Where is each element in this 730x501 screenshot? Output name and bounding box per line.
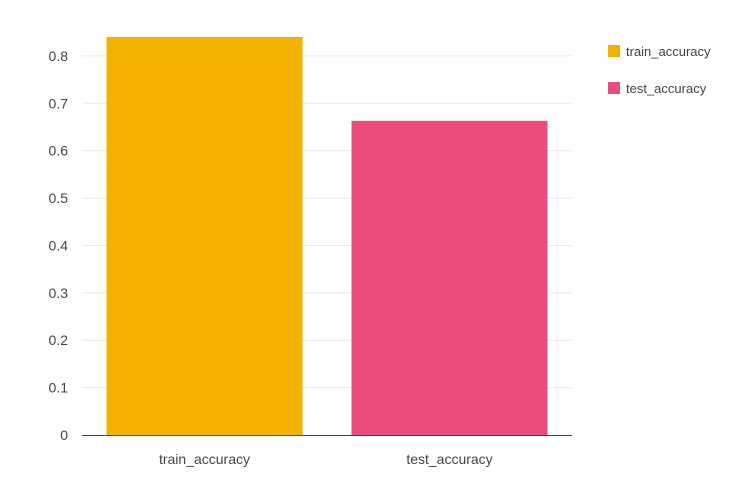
y-tick-label: 0.3 [49,285,69,301]
bars [106,36,548,436]
bar-test-accuracy[interactable] [351,120,548,436]
bar-train-accuracy[interactable] [106,36,303,436]
y-tick-label: 0.7 [49,95,69,111]
legend-swatch [608,82,620,94]
y-tick-label: 0.4 [49,237,69,253]
y-tick-label: 0.1 [49,380,69,396]
y-axis: 0 0.1 0.2 0.3 0.4 0.5 0.6 0.7 0.8 [49,48,69,443]
legend-label[interactable]: train_accuracy [626,44,711,59]
y-tick-label: 0.8 [49,48,69,64]
legend-label[interactable]: test_accuracy [626,81,707,96]
x-axis: train_accuracy test_accuracy [159,451,493,467]
legend-swatch [608,45,620,57]
y-tick-label: 0.6 [49,143,69,159]
y-tick-label: 0.2 [49,332,69,348]
y-tick-label: 0.5 [49,190,69,206]
x-tick-label: train_accuracy [159,451,250,467]
y-tick-label: 0 [60,427,68,443]
x-tick-label: test_accuracy [406,451,492,467]
legend: train_accuracy test_accuracy [608,44,711,96]
